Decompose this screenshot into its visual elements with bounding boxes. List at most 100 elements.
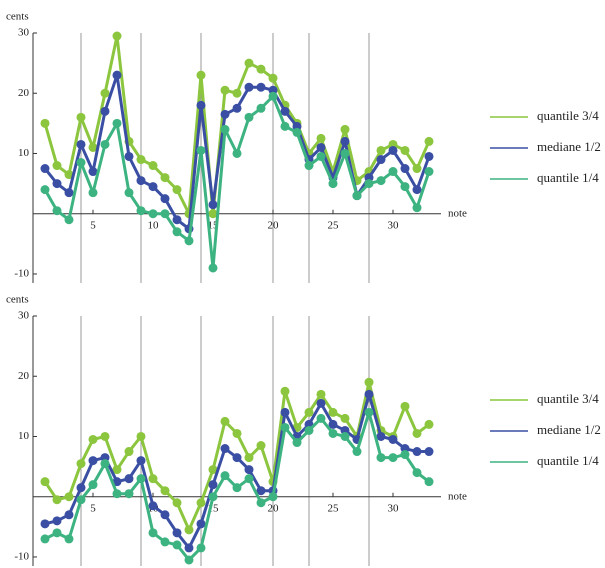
point: [376, 176, 386, 186]
point: [148, 528, 158, 538]
point: [340, 413, 350, 423]
point: [136, 474, 146, 484]
point: [52, 528, 62, 538]
point: [280, 121, 290, 131]
point: [76, 459, 86, 469]
x-tick-label: 5: [90, 219, 96, 231]
point: [172, 528, 182, 538]
point: [232, 148, 242, 158]
point: [160, 209, 170, 219]
point: [400, 401, 410, 411]
point: [100, 88, 110, 98]
x-tick-label: 20: [268, 502, 280, 514]
x-tick-label: 15: [208, 219, 220, 231]
point: [364, 179, 374, 189]
y-tick-label: -10: [14, 267, 29, 279]
point: [208, 263, 218, 273]
point: [292, 438, 302, 448]
point: [148, 182, 158, 192]
point: [232, 483, 242, 493]
point: [220, 109, 230, 119]
point: [148, 501, 158, 511]
point: [400, 145, 410, 155]
point: [412, 203, 422, 213]
point: [304, 161, 314, 171]
point: [196, 145, 206, 155]
point: [52, 179, 62, 189]
point: [304, 425, 314, 435]
point: [76, 139, 86, 149]
point: [40, 534, 50, 544]
y-tick-label: -10: [14, 550, 29, 562]
point: [352, 447, 362, 457]
point: [316, 398, 326, 408]
point: [316, 413, 326, 423]
point: [160, 486, 170, 496]
point: [412, 185, 422, 195]
point: [88, 480, 98, 490]
point: [364, 407, 374, 417]
point: [376, 155, 386, 165]
point: [340, 124, 350, 134]
point: [172, 540, 182, 550]
point: [256, 103, 266, 113]
x-tick-label: 25: [328, 502, 340, 514]
point: [256, 82, 266, 92]
x-tick-label: 10: [148, 219, 160, 231]
point: [232, 428, 242, 438]
point: [52, 495, 62, 505]
point: [124, 151, 134, 161]
legend-label: mediane 1/2: [537, 422, 601, 437]
point: [112, 31, 122, 41]
point: [280, 422, 290, 432]
point: [76, 112, 86, 122]
point: [340, 136, 350, 146]
point: [124, 188, 134, 198]
point: [148, 161, 158, 171]
point: [196, 100, 206, 110]
point: [268, 492, 278, 502]
y-axis-label: cents: [6, 11, 29, 23]
point: [64, 170, 74, 180]
point: [124, 489, 134, 499]
point: [88, 188, 98, 198]
point: [52, 516, 62, 526]
point: [424, 477, 434, 487]
point: [88, 434, 98, 444]
point: [364, 389, 374, 399]
point: [400, 450, 410, 460]
point: [304, 407, 314, 417]
point: [280, 386, 290, 396]
point: [160, 194, 170, 204]
point: [40, 477, 50, 487]
point: [424, 151, 434, 161]
point: [244, 58, 254, 68]
point: [196, 543, 206, 553]
point: [160, 510, 170, 520]
y-tick-label: 10: [18, 430, 30, 442]
point: [244, 474, 254, 484]
point: [220, 444, 230, 454]
point: [364, 377, 374, 387]
point: [76, 495, 86, 505]
point: [316, 133, 326, 143]
point: [112, 477, 122, 487]
point: [184, 525, 194, 535]
point: [328, 419, 338, 429]
point: [40, 519, 50, 529]
point: [316, 151, 326, 161]
point: [196, 498, 206, 508]
point: [424, 136, 434, 146]
point: [136, 155, 146, 165]
y-tick-label: 20: [18, 370, 30, 382]
point: [256, 64, 266, 74]
point: [208, 492, 218, 502]
point: [112, 489, 122, 499]
point: [328, 407, 338, 417]
point: [124, 447, 134, 457]
y-tick-label: 30: [18, 310, 30, 322]
point: [388, 145, 398, 155]
point: [76, 483, 86, 493]
point: [244, 112, 254, 122]
